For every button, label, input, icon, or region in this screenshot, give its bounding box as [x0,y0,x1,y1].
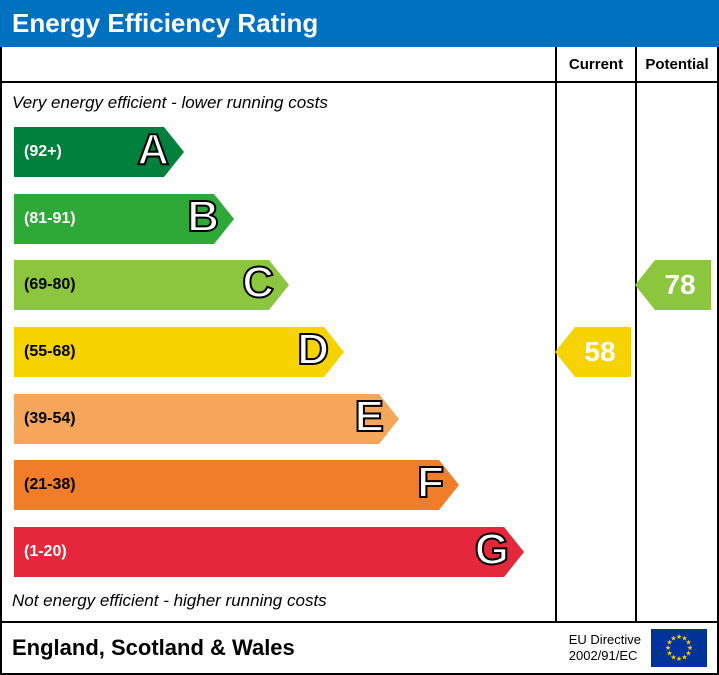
band-letter: D [297,325,330,375]
hint-bottom: Not energy efficient - higher running co… [2,585,555,615]
band-range-label: (69-80) [14,260,269,310]
footer-row: England, Scotland & Wales EU Directive 2… [2,621,717,673]
band-range-label: (21-38) [14,460,439,510]
band-d: (55-68)D [14,323,555,381]
column-header-potential: Potential [637,47,717,81]
band-e: (39-54)E [14,390,555,448]
band-a: (92+)A [14,123,555,181]
potential-column: 78 [637,83,717,621]
epc-chart: Energy Efficiency Rating Current Potenti… [0,0,719,675]
current-pointer-value: 58 [575,327,631,377]
band-range-label: (1-20) [14,527,504,577]
band-g: (1-20)G [14,523,555,581]
footer-right: EU Directive 2002/91/EC ★★★★★★★★★★★★ [569,629,707,667]
hint-top: Very energy efficient - lower running co… [2,89,555,119]
eu-flag-icon: ★★★★★★★★★★★★ [651,629,707,667]
current-pointer: 58 [555,327,631,377]
footer-region: England, Scotland & Wales [12,635,569,661]
current-column: 58 [557,83,637,621]
bars-wrap: (92+)A (81-91)B (69-80)C (55-68)D (39-54)E (2… [2,119,555,585]
potential-pointer: 78 [635,260,711,310]
band-letter: A [137,125,170,175]
band-c: (69-80)C [14,256,555,314]
band-letter: F [417,458,445,508]
chart-title: Energy Efficiency Rating [0,0,719,47]
chart-mid-row: Very energy efficient - lower running co… [2,83,717,621]
header-spacer [2,47,557,81]
bands-column: Very energy efficient - lower running co… [2,83,557,621]
column-header-row: Current Potential [2,47,717,83]
directive-line1: EU Directive [569,632,641,648]
potential-pointer-value: 78 [655,260,711,310]
band-range-label: (39-54) [14,394,379,444]
band-b: (81-91)B [14,190,555,248]
chart-body: Current Potential Very energy efficient … [0,47,719,675]
band-letter: B [187,192,220,242]
band-letter: E [355,392,385,442]
band-range-label: (81-91) [14,194,214,244]
directive-line2: 2002/91/EC [569,648,641,664]
band-letter: G [475,525,510,575]
band-range-label: (55-68) [14,327,324,377]
band-letter: C [242,258,275,308]
eu-directive-text: EU Directive 2002/91/EC [569,632,641,663]
band-f: (21-38)F [14,456,555,514]
column-header-current: Current [557,47,637,81]
